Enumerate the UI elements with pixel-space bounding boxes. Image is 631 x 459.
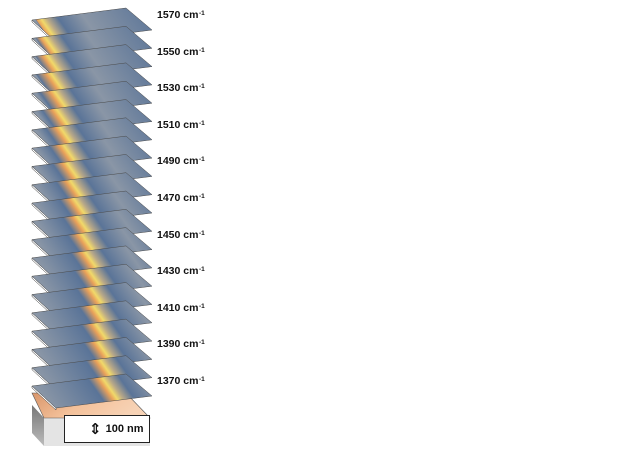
wavenumber-value: 1370 [157,375,181,387]
wavenumber-value: 1390 [157,338,181,351]
wavenumber-value: 1490 [157,155,181,168]
unit-exponent: -1 [198,229,205,237]
unit-exponent: -1 [198,83,205,91]
wavenumber-unit: cm [180,82,199,95]
wavenumber-label: 1390 cm-1 [157,337,205,350]
wavenumber-label: 1490 cm-1 [157,154,205,167]
unit-exponent: -1 [198,46,205,54]
wavenumber-value: 1430 [157,265,181,278]
wavenumber-label: 1550 cm-1 [157,45,205,58]
unit-exponent: -1 [198,339,205,347]
scale-bar-label: 100 nm [105,423,144,435]
unit-exponent: -1 [198,302,205,310]
wavenumber-unit: cm [180,118,199,131]
unit-exponent: -1 [198,266,205,274]
wavenumber-unit: cm [180,265,199,278]
unit-exponent: -1 [198,193,205,200]
wavenumber-unit: cm [180,228,199,241]
wavenumber-label: 1530 cm-1 [157,81,205,94]
wavenumber-value: 1410 [157,301,181,314]
wavenumber-label: 1470 cm-1 [157,191,205,204]
wavenumber-label: 1370 cm-1 [157,374,205,387]
wavenumber-value: 1510 [157,118,181,131]
wavenumber-unit: cm [180,301,199,314]
wavenumber-value: 1530 [157,82,181,95]
wavenumber-unit: cm [180,192,199,204]
wavenumber-label: 1430 cm-1 [157,264,205,277]
wavenumber-value: 1450 [157,228,181,241]
wavenumber-label: 1410 cm-1 [157,301,205,314]
unit-exponent: -1 [198,376,205,383]
unit-exponent: -1 [198,119,205,127]
wavenumber-value: 1550 [157,45,181,58]
wavenumber-label: 1570 cm-1 [157,8,205,21]
layer-surface [31,373,153,409]
wavenumber-unit: cm [180,338,199,351]
layer-stack [31,7,153,411]
spectral-layer [31,373,153,411]
wavenumber-unit: cm [180,45,199,58]
base-block-side [32,405,44,446]
wavenumber-value: 1470 [157,192,181,204]
double-arrow-icon: ⇕ [89,420,102,438]
wavenumber-label: 1450 cm-1 [157,228,205,241]
wavenumber-label: 1510 cm-1 [157,118,205,131]
unit-exponent: -1 [198,156,205,164]
wavenumber-unit: cm [180,155,199,168]
wavenumber-unit: cm [180,9,199,21]
wavenumber-value: 1570 [157,9,181,21]
wavenumber-unit: cm [180,375,199,387]
scale-bar-box: ⇕ 100 nm [64,415,150,443]
unit-exponent: -1 [198,10,205,17]
